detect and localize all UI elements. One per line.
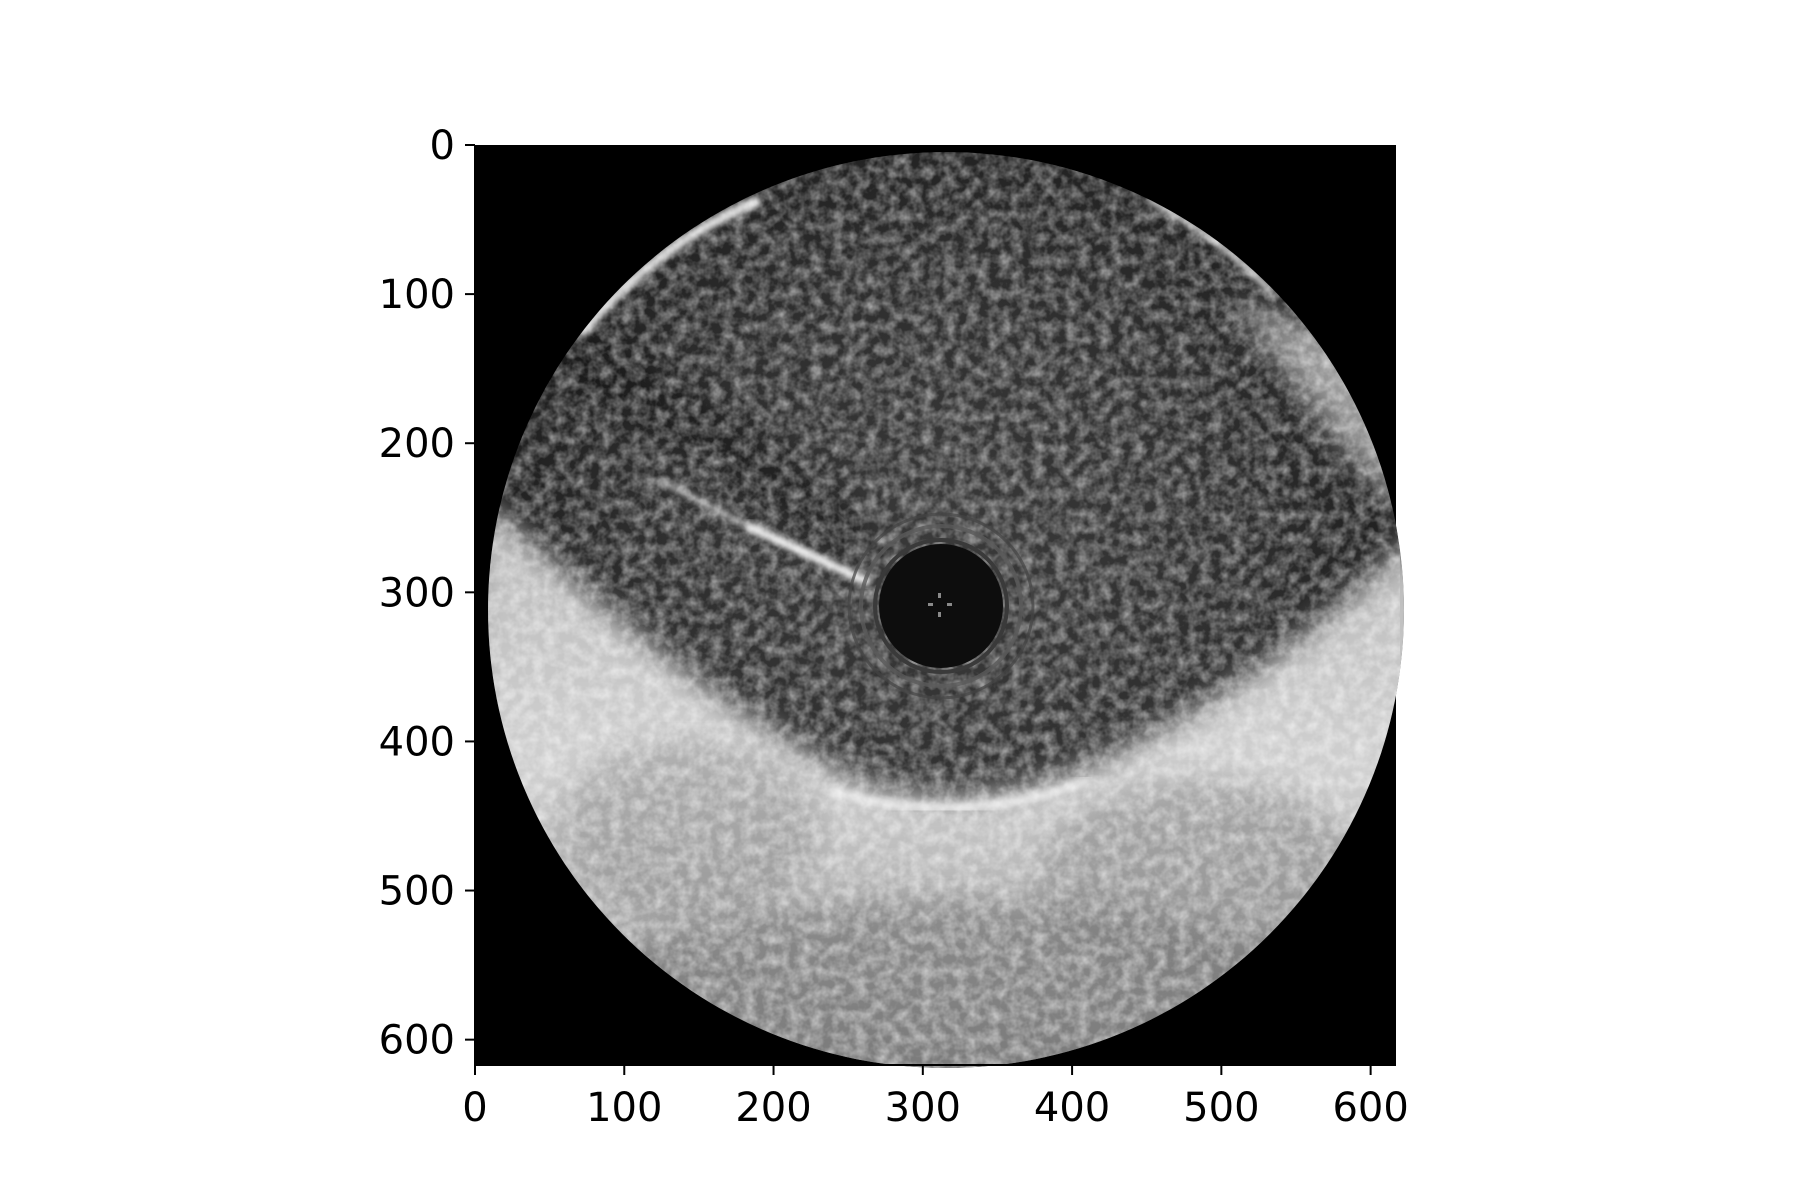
x-tick-label: 500 <box>1183 1085 1259 1131</box>
x-axis: 0 100 200 300 400 500 600 <box>462 1065 1409 1131</box>
x-tick-label: 100 <box>586 1085 662 1131</box>
y-tick-label: 200 <box>379 421 455 467</box>
y-tick-label: 600 <box>379 1018 455 1064</box>
catheter-lumen <box>879 544 1003 668</box>
x-tick-label: 0 <box>462 1085 487 1131</box>
y-tick-label: 100 <box>379 272 455 318</box>
y-tick-label: 0 <box>430 123 455 169</box>
y-tick-label: 400 <box>379 719 455 765</box>
y-tick-label: 500 <box>379 869 455 915</box>
x-tick-label: 200 <box>735 1085 811 1131</box>
y-axis: 0 100 200 300 400 500 600 <box>379 123 475 1064</box>
center-crosshair-icon <box>928 593 952 617</box>
y-tick-label: 300 <box>379 570 455 616</box>
x-tick-label: 300 <box>885 1085 961 1131</box>
ultrasound-image <box>488 152 1404 1068</box>
x-tick-label: 400 <box>1034 1085 1110 1131</box>
x-tick-label: 600 <box>1332 1085 1408 1131</box>
axes-spines <box>474 145 1396 1066</box>
